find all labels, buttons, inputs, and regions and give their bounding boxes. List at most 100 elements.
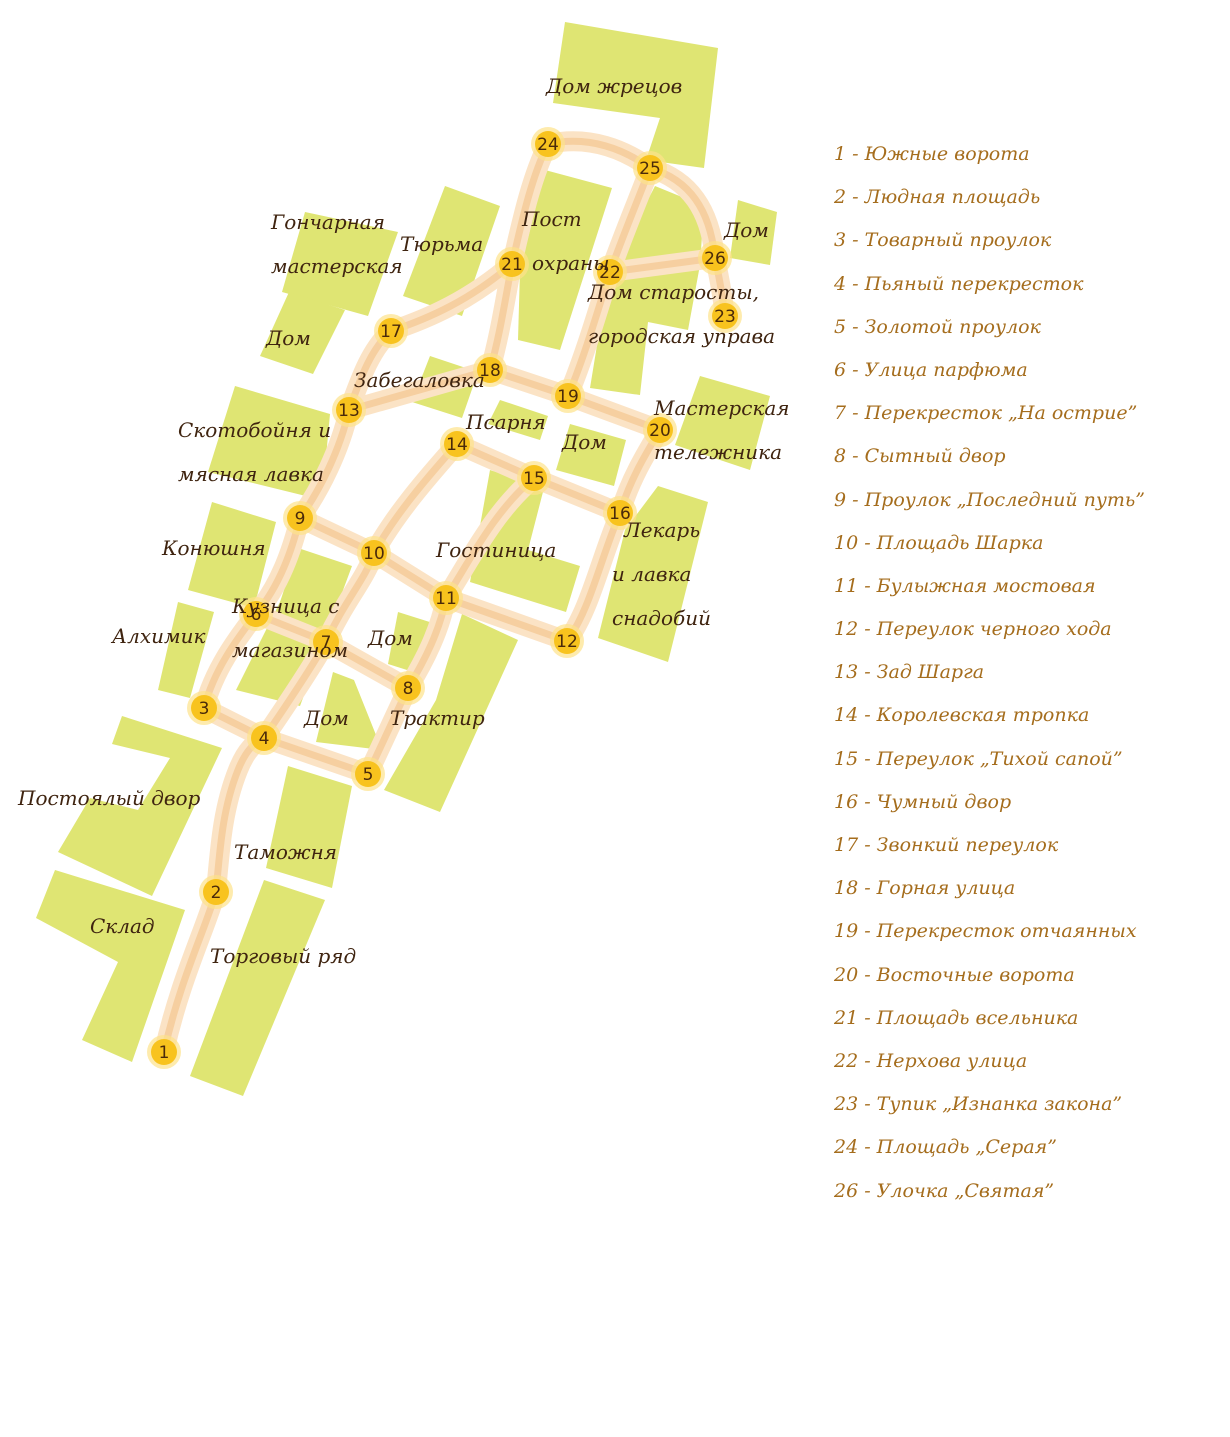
legend-item: 8 - Сытный двор bbox=[834, 445, 1006, 468]
building-house-center bbox=[556, 424, 626, 486]
intersection-marker bbox=[637, 155, 663, 181]
legend-item: 4 - Пьяный перекресток bbox=[834, 272, 1084, 295]
intersection-26: 26 bbox=[698, 241, 732, 275]
intersection-marker bbox=[555, 383, 581, 409]
building-healer bbox=[598, 486, 708, 662]
legend-item: 14 - Королевская тропка bbox=[834, 704, 1090, 727]
label-slaughterhouse-line1: Скотобойня и bbox=[178, 418, 332, 442]
label-pottery: Гончарная мастерская bbox=[271, 200, 403, 288]
label-cartwright-line2: тележника bbox=[654, 440, 783, 464]
intersection-marker bbox=[607, 500, 633, 526]
legend-item: 15 - Переулок „Тихой сапой” bbox=[834, 747, 1123, 770]
building-house-low bbox=[316, 672, 382, 750]
intersection-marker bbox=[355, 761, 381, 787]
building-market-row bbox=[190, 880, 325, 1096]
label-guard-post: Пост охраны bbox=[522, 197, 610, 285]
legend-item: 2 - Людная площадь bbox=[834, 186, 1041, 209]
legend-item: 13 - Зад Шарга bbox=[834, 661, 985, 684]
intersection-16: 16 bbox=[603, 496, 637, 530]
building-house-east bbox=[730, 200, 777, 265]
road-path bbox=[252, 610, 412, 778]
intersection-number: 22 bbox=[599, 263, 621, 283]
intersection-11: 11 bbox=[429, 581, 463, 615]
intersection-number: 3 bbox=[199, 699, 210, 719]
map-legend: 1 - Южные ворота 2 - Людная площадь 3 - То… bbox=[834, 133, 1145, 1213]
label-diner: Забегаловка bbox=[354, 368, 485, 392]
intersection-marker bbox=[336, 397, 362, 423]
intersection-13: 13 bbox=[332, 393, 366, 427]
intersection-10: 10 bbox=[357, 536, 391, 570]
intersection-marker bbox=[395, 675, 421, 701]
intersection-number: 16 bbox=[609, 504, 631, 524]
legend-item: 12 - Переулок черного хода bbox=[834, 618, 1112, 641]
intersection-number: 6 bbox=[251, 605, 262, 625]
intersection-number: 25 bbox=[639, 159, 661, 179]
label-healer-line1: Лекарь bbox=[624, 518, 701, 542]
building-customs bbox=[266, 766, 352, 888]
legend-item: 3 - Товарный проулок bbox=[834, 229, 1052, 252]
intersection-9: 9 bbox=[283, 501, 317, 535]
intersection-number: 17 bbox=[380, 322, 402, 342]
intersection-12: 12 bbox=[550, 624, 584, 658]
intersection-number: 13 bbox=[338, 401, 360, 421]
legend-item: 7 - Перекресток „На острие” bbox=[834, 402, 1138, 425]
label-guard-post-line1: Пост bbox=[522, 207, 582, 231]
intersection-marker bbox=[151, 1039, 177, 1065]
label-slaughterhouse: Скотобойня и мясная лавка bbox=[178, 408, 331, 496]
label-guard-post-line2: охраны bbox=[532, 251, 610, 275]
intersection-number: 5 bbox=[363, 765, 374, 785]
legend-item: 5 - Золотой проулок bbox=[834, 315, 1041, 338]
intersection-number: 23 bbox=[714, 307, 736, 327]
building-priests-house bbox=[553, 22, 718, 168]
intersection-marker bbox=[251, 725, 277, 751]
intersection-marker bbox=[378, 318, 404, 344]
intersection-number: 12 bbox=[556, 632, 578, 652]
intersection-number: 14 bbox=[446, 435, 468, 455]
intersection-marker bbox=[597, 259, 623, 285]
label-smithy-line1: Кузница с bbox=[232, 594, 340, 618]
label-smithy: Кузница с магазином bbox=[232, 584, 348, 672]
label-warehouse: Склад bbox=[90, 914, 155, 938]
building-hostel bbox=[58, 716, 222, 896]
intersection-24: 24 bbox=[531, 127, 565, 161]
intersection-6: 6 bbox=[239, 597, 273, 631]
label-healer-line3: снадобий bbox=[612, 606, 711, 630]
intersection-number: 2 bbox=[211, 883, 222, 903]
legend-item: 10 - Площадь Шарка bbox=[834, 531, 1044, 554]
label-alchemist: Алхимик bbox=[112, 624, 206, 648]
legend-item: 21 - Площадь всельника bbox=[834, 1006, 1079, 1029]
legend-item: 1 - Южные ворота bbox=[834, 143, 1030, 165]
building-prison bbox=[403, 186, 500, 316]
intersection-number: 4 bbox=[259, 729, 270, 749]
intersection-25: 25 bbox=[633, 151, 667, 185]
building-house-west bbox=[260, 292, 345, 374]
intersection-7: 7 bbox=[309, 625, 343, 659]
intersection-number: 8 bbox=[403, 679, 414, 699]
label-market-row: Торговый ряд bbox=[210, 944, 357, 968]
intersection-19: 19 bbox=[551, 379, 585, 413]
label-cartwright: Мастерская тележника bbox=[654, 386, 790, 474]
legend-item: 11 - Булыжная мостовая bbox=[834, 574, 1096, 597]
intersection-marker bbox=[433, 585, 459, 611]
intersection-number: 15 bbox=[523, 469, 545, 489]
building-tavern bbox=[384, 614, 518, 812]
intersection-marker bbox=[444, 431, 470, 457]
intersection-number: 20 bbox=[649, 421, 671, 441]
building-mayor-house bbox=[590, 186, 704, 395]
intersection-8: 8 bbox=[391, 671, 425, 705]
road-path bbox=[296, 514, 571, 645]
label-prison: Тюрьма bbox=[400, 232, 484, 256]
intersection-marker bbox=[477, 357, 503, 383]
intersection-15: 15 bbox=[517, 461, 551, 495]
building-pottery bbox=[282, 212, 398, 316]
label-house-mid: Дом bbox=[368, 626, 413, 650]
legend-item: 17 - Звонкий переулок bbox=[834, 834, 1059, 856]
intersection-23: 23 bbox=[708, 299, 742, 333]
road-path bbox=[345, 366, 664, 434]
intersection-marker bbox=[361, 540, 387, 566]
intersection-marker bbox=[702, 245, 728, 271]
label-healer-line2: и лавка bbox=[612, 562, 692, 586]
building-alchemist bbox=[158, 602, 214, 698]
